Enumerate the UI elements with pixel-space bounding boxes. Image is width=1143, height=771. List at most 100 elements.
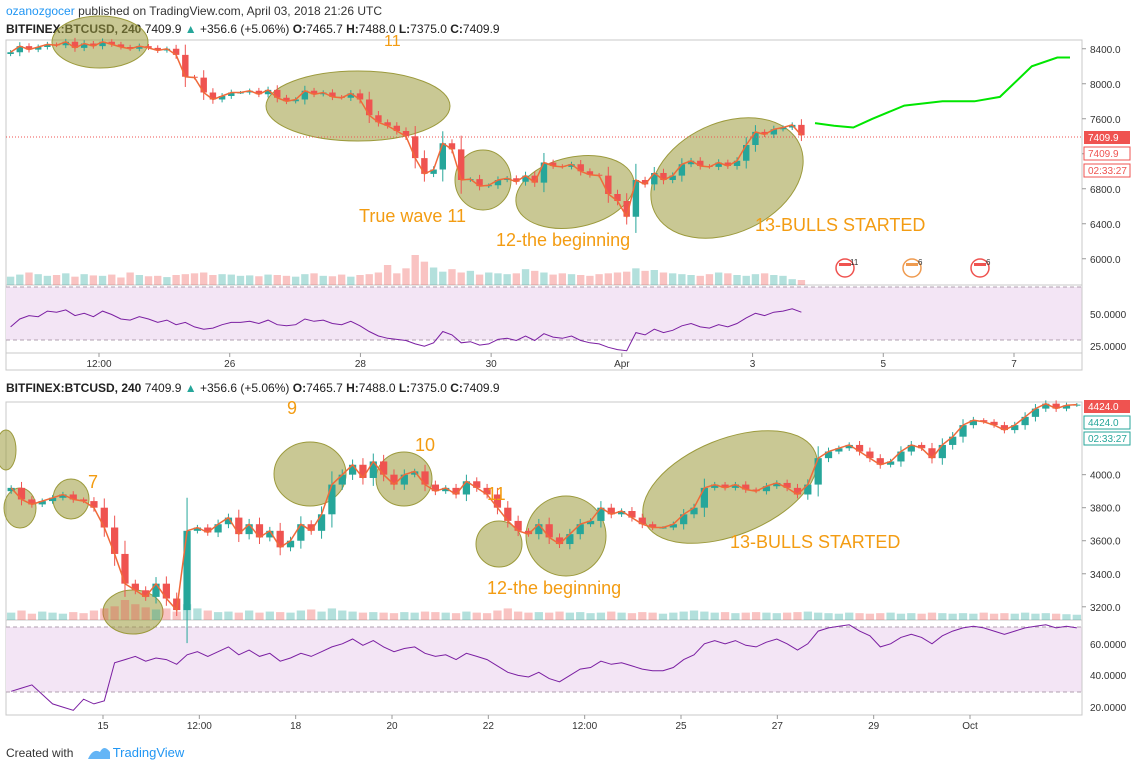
volume-bar [255,612,264,620]
top-c-label: C: [450,22,463,36]
candle-body [793,487,802,495]
volume-bar [451,613,461,620]
candle-body [522,175,529,182]
volume-bar [264,274,272,285]
top-rsi-tick-25: 25.0000 [1090,342,1127,353]
volume-bar [917,613,926,620]
top-open: 7465.7 [306,22,343,36]
price-tick-label: 6800.0 [1090,185,1121,196]
volume-bar [845,612,854,620]
tradingview-logo-icon [88,748,110,759]
candle-body [286,540,295,548]
volume-bar [337,274,346,285]
volume-bar [441,612,450,620]
top-event-flag-1[interactable]: 11 [835,258,859,278]
volume-bar [948,613,957,620]
volume-bar [200,272,208,285]
volume-bar [224,611,233,620]
top-time-ticks: 12:00 26 28 30 Apr 3 5 7 [86,353,1017,370]
price-tick-label: 3200.0 [1090,603,1121,614]
volume-bar [705,274,714,285]
tradingview-brand-link[interactable]: TradingView [112,745,185,760]
top-up-arrow-icon: ▲ [184,22,197,36]
candle-body [172,48,180,55]
volume-bar [576,612,585,620]
price-tick-label: 6000.0 [1090,255,1121,266]
candle-body [607,507,615,515]
candle-body [442,487,450,492]
volume-bar [814,612,823,620]
candle-body [183,530,191,611]
volume-bar [886,612,895,620]
volume-bar [700,611,709,620]
volume-bar [834,613,844,620]
volume-bar [679,611,688,620]
volume-bar [788,279,796,285]
volume-bar [98,275,107,285]
candle-body [452,487,460,495]
price-tick-label: 4000.0 [1090,471,1121,482]
volume-bar [126,272,134,285]
candle-body [209,92,217,100]
event-count-2: 6 [918,258,923,267]
candle-body [731,484,740,488]
author-link[interactable]: ozanozgocer [6,4,75,18]
volume-bar [595,274,603,285]
volume-bar [641,270,649,285]
volume-bar [555,611,564,620]
candle-body [264,89,272,95]
volume-bar [327,608,337,620]
candle-body [798,124,805,136]
candle-body [680,514,688,525]
volume-bar [356,275,364,285]
volume-bar [80,274,88,285]
bottom-change: +356.6 (+5.06%) [199,381,290,395]
candle-body [17,487,26,500]
candle-body [617,511,626,515]
top-ellipse-5 [650,117,804,239]
candle-body [568,164,575,167]
volume-bar [369,612,378,620]
candle-body [476,179,483,187]
candle-body [577,164,584,172]
candle-body [384,122,391,126]
candle-body [28,499,36,505]
volume-bar [110,606,119,620]
top-rsi-band [6,287,1082,340]
volume-bar [617,612,626,620]
candle-body [814,458,822,485]
candle-body [555,537,564,545]
candle-body [99,41,106,47]
candle-body [773,482,781,487]
top-event-flag-3[interactable]: 6 [970,258,991,278]
bottom-badge-last [1084,400,1130,413]
volume-bar [420,611,430,620]
volume-bar [545,612,554,620]
candle-body [274,89,281,98]
candle-body [375,115,382,123]
candle-body [154,47,161,51]
time-tick-label: 27 [772,721,784,732]
volume-bar [17,610,26,620]
bottom-badge-timer-text: 02:33:27 [1088,434,1127,445]
top-projection-curve [814,56,1070,129]
top-event-flag-2[interactable]: 6 [902,258,923,278]
volume-bar [120,600,130,620]
candle-body [783,482,791,488]
publish-header: ozanozgocer published on TradingView.com… [6,4,382,18]
bottom-annotation-11: 11 [487,484,506,504]
candle-body [473,481,481,488]
candle-body [711,484,719,488]
volume-bar [678,274,686,285]
volume-bar [141,607,150,620]
bottom-rsi-tick-40: 40.0000 [1090,671,1127,682]
volume-bar [623,271,631,285]
candle-body [549,162,557,166]
candle-body [918,444,926,449]
top-badge-last [1084,131,1130,144]
candle-body [121,553,129,584]
candle-body [876,458,884,465]
candle-body [614,194,621,201]
volume-bar [1020,612,1030,620]
